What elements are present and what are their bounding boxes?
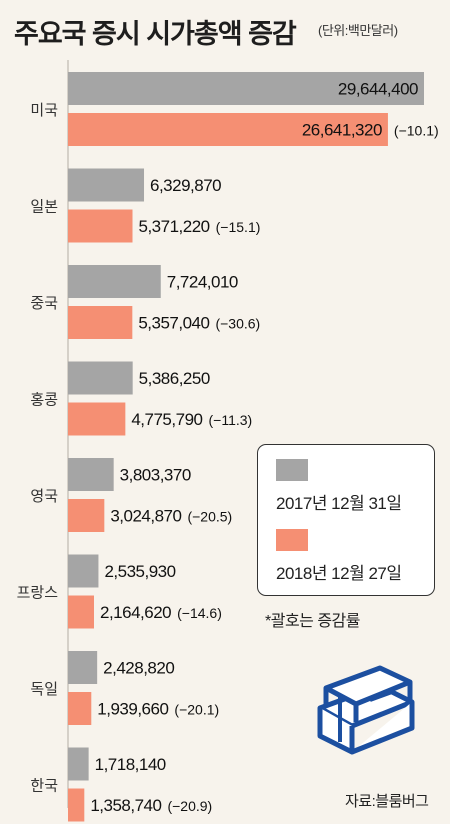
bar-2017-1 (68, 168, 145, 202)
change-label-1: (−15.1) (216, 219, 261, 235)
bar-2018-1 (68, 209, 133, 243)
legend-label-2017: 2017년 12월 31일 (276, 494, 402, 513)
category-label-6: 독일 (30, 681, 58, 698)
bar-2018-3 (68, 402, 126, 436)
change-label-3: (−11.3) (208, 412, 252, 428)
change-label-7: (−20.9) (167, 798, 212, 814)
value-label-2017-7: 1,718,140 (95, 755, 166, 774)
value-label-2017-2: 7,724,010 (167, 273, 238, 292)
bar-2018-2 (68, 306, 133, 339)
category-label-7: 한국 (30, 778, 58, 795)
value-label-2017-1: 6,329,870 (150, 176, 221, 195)
legend: 2017년 12월 31일 2018년 12월 27일 (257, 444, 435, 596)
bar-2017-4 (68, 458, 114, 491)
source-text: 자료:블룸버그 (345, 793, 429, 810)
value-label-2017-5: 2,535,930 (104, 562, 175, 581)
value-label-2018-5: 2,164,620 (100, 603, 171, 622)
unit-label: (단위:백만달러) (318, 23, 398, 38)
value-label-2017-6: 2,428,820 (103, 659, 174, 678)
value-label-2017-0: 29,644,400 (338, 80, 418, 99)
bar-2018-5 (68, 595, 94, 629)
bar-2018-7 (68, 788, 85, 822)
bar-2018-4 (68, 499, 105, 532)
value-label-2018-0: 26,641,320 (302, 121, 382, 140)
category-label-0: 미국 (30, 102, 58, 119)
category-label-5: 프랑스 (17, 585, 59, 602)
value-label-2018-2: 5,357,040 (138, 314, 209, 333)
bar-2017-7 (68, 747, 89, 781)
bar-2017-5 (68, 554, 99, 588)
bar-2018-0 (68, 113, 388, 146)
bar-2017-2 (68, 265, 161, 298)
money-stack-icon (317, 665, 415, 755)
legend-label-2018: 2018년 12월 27일 (276, 564, 402, 583)
value-label-2018-1: 5,371,220 (139, 217, 210, 236)
change-label-0: (−10.1) (394, 123, 439, 139)
bar-2017-0 (68, 72, 424, 105)
value-label-2018-3: 4,775,790 (131, 410, 202, 429)
category-label-3: 홍콩 (30, 391, 58, 409)
chart-title: 주요국 증시 시가총액 증감 (14, 19, 297, 49)
value-label-2017-3: 5,386,250 (139, 369, 210, 388)
bar-2018-6 (68, 692, 92, 725)
legend-swatch-2018 (276, 529, 308, 551)
category-label-4: 영국 (30, 488, 58, 505)
change-label-5: (−14.6) (177, 605, 222, 621)
change-label-6: (−20.1) (174, 702, 219, 718)
change-label-4: (−20.5) (187, 509, 232, 525)
legend-swatch-2017 (276, 459, 308, 481)
bar-2017-6 (68, 651, 98, 684)
category-label-2: 중국 (30, 295, 58, 312)
value-label-2018-6: 1,939,660 (97, 700, 168, 719)
note-text: *괄호는 증감률 (265, 613, 361, 630)
category-label-1: 일본 (30, 199, 58, 216)
change-label-2: (−30.6) (215, 316, 260, 332)
value-label-2018-4: 3,024,870 (110, 507, 181, 526)
bar-2017-3 (68, 361, 133, 395)
value-label-2017-4: 3,803,370 (120, 466, 191, 485)
value-label-2018-7: 1,358,740 (90, 796, 161, 815)
